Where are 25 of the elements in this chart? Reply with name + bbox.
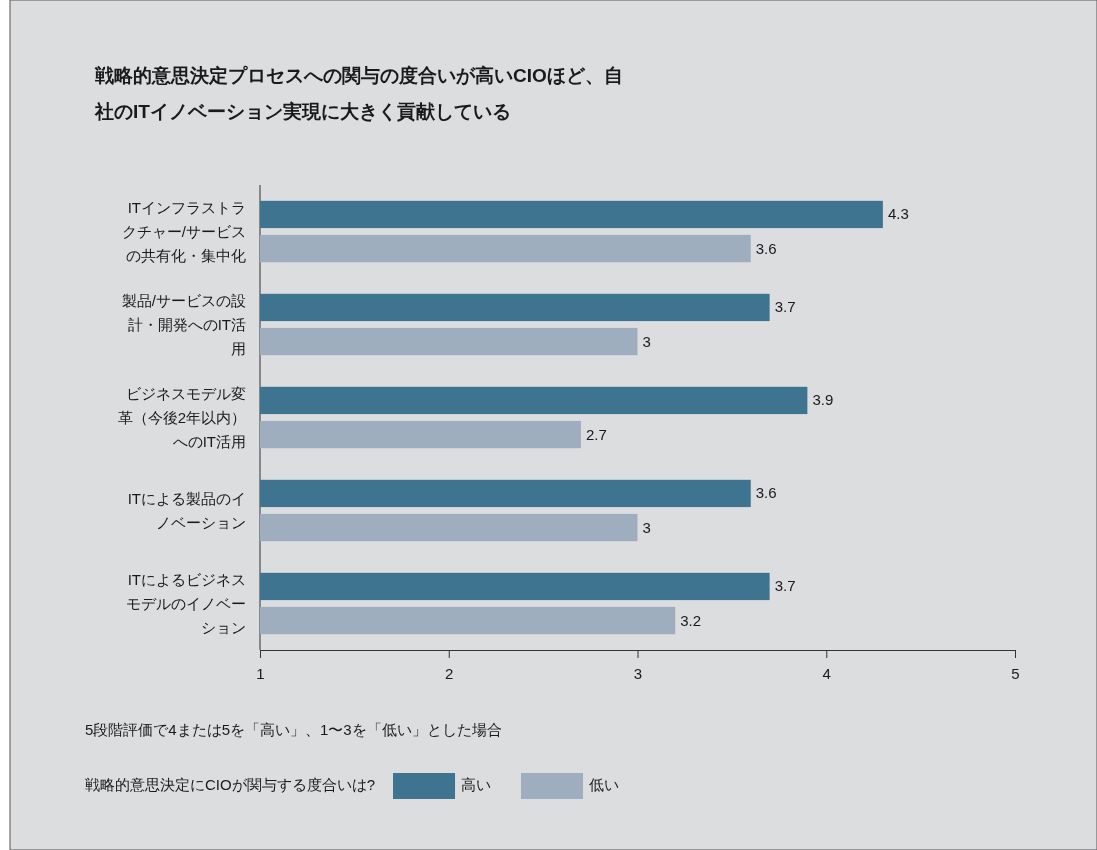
- legend-title: 戦略的意思決定にCIOが関与する度合いは?: [85, 776, 376, 793]
- x-tick-label: 5: [1011, 665, 1020, 682]
- text: 5段階評価で4または5を「高い」、1〜3を「低い」とした場合: [85, 721, 502, 738]
- y-tick-label: ビジネスモデル変革（今後2年以内）へのIT活用: [117, 384, 246, 450]
- x-tick-label: 3: [633, 665, 643, 682]
- x-tick-label: 4: [822, 665, 831, 682]
- y-tick-label: ITインフラストラクチャー/サービスの共有化・集中化: [121, 198, 246, 264]
- y-tick-label: ITによるビジネスモデルのイノベーション: [126, 570, 246, 636]
- legend-label: 低い: [589, 776, 620, 793]
- data-label: 3.6: [755, 239, 777, 257]
- data-label: 3.7: [774, 577, 796, 595]
- data-label: 2.7: [585, 425, 607, 443]
- data-label: 3.7: [774, 298, 796, 316]
- legend-label: 高い: [461, 776, 492, 793]
- y-tick-label: ITによる製品のイノベーション: [127, 489, 246, 531]
- data-label: 3.2: [680, 611, 702, 629]
- x-tick-label: 2: [445, 665, 454, 682]
- data-label: 3.9: [812, 391, 834, 409]
- x-tick-label: 1: [256, 665, 265, 682]
- data-label: 4.3: [887, 205, 909, 223]
- chart-title: 戦略的意思決定プロセスへの関与の度合いが高いCIOほど、自社のITイノベーション実現に大きく貢献している: [94, 65, 623, 122]
- data-label: 3.6: [755, 484, 777, 502]
- data-label: 3: [642, 518, 651, 536]
- y-tick-label: 製品/サービスの設計・開発へのIT活用: [121, 291, 246, 357]
- data-label: 3: [642, 332, 651, 350]
